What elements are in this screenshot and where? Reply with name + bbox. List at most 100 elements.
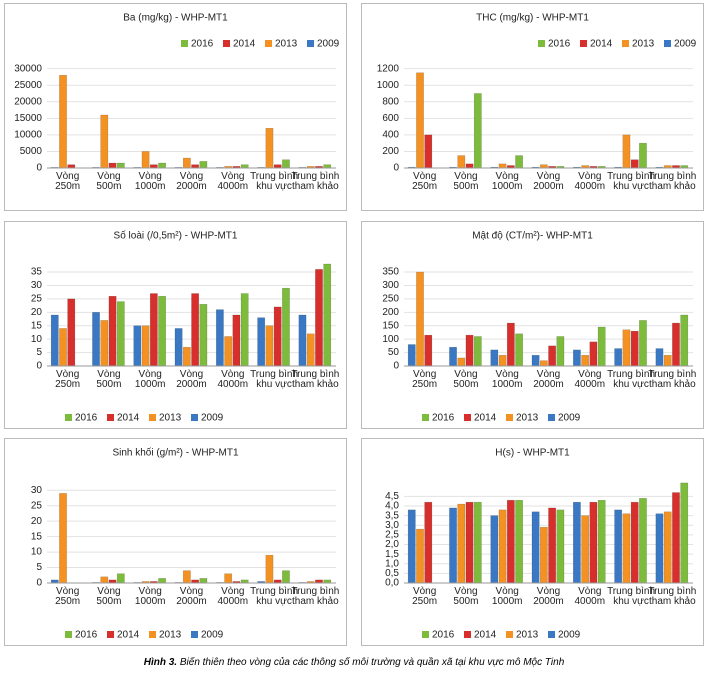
y-tick-label: 0 xyxy=(36,163,42,174)
legend-label: 2014 xyxy=(474,630,497,641)
y-tick-label: 1,0 xyxy=(385,558,399,569)
legend-swatch xyxy=(307,40,314,47)
chart-title: Ba (mg/kg) - WHP-MT1 xyxy=(123,13,228,24)
bar xyxy=(581,355,590,367)
legend-swatch xyxy=(149,414,156,421)
x-tick-label: Vòng 500m xyxy=(96,369,122,390)
legend-label: 2009 xyxy=(558,413,581,424)
y-tick-label: 600 xyxy=(382,113,399,124)
y-tick-label: 15000 xyxy=(14,113,42,124)
x-tick-label: Vòng 4000m xyxy=(574,171,606,192)
chart-title: Số loài (/0,5m²) - WHP-MT1 xyxy=(114,230,238,242)
bar xyxy=(473,336,482,367)
bar xyxy=(100,320,109,367)
legend-swatch xyxy=(191,414,198,421)
legend-swatch xyxy=(464,414,471,421)
bar xyxy=(614,348,623,367)
bar xyxy=(174,328,183,367)
bar xyxy=(663,511,672,584)
bar xyxy=(199,578,208,584)
bar xyxy=(449,507,457,584)
x-tick-label: Trung bình khu vực xyxy=(607,369,656,390)
chart-panel: H(s) - WHP-MT1 0,0 0,5 1,0 1,5 2,0 2,5 3,0 3,5 4,… xyxy=(361,438,704,646)
bar xyxy=(424,134,433,169)
bar xyxy=(630,330,639,367)
y-tick-label: 4,5 xyxy=(385,491,399,502)
bar xyxy=(597,326,606,367)
bar xyxy=(589,501,598,584)
y-tick-label: 10 xyxy=(31,547,43,558)
legend-swatch xyxy=(422,414,429,421)
bar xyxy=(465,501,474,584)
y-tick-label: 400 xyxy=(382,130,399,141)
y-tick-label: 800 xyxy=(382,96,399,107)
bar xyxy=(457,503,466,584)
y-tick-label: 250 xyxy=(382,294,399,305)
bar xyxy=(67,298,76,367)
x-tick-label: Vòng 2000m xyxy=(533,586,564,607)
bar xyxy=(457,155,466,169)
x-tick-label: Vòng 500m xyxy=(453,586,479,607)
bar xyxy=(498,509,507,584)
x-tick-label: Vòng 250m xyxy=(412,369,438,390)
bar xyxy=(680,314,689,367)
x-tick-label: Trung bình tham khảo xyxy=(291,369,340,390)
bar xyxy=(573,349,581,367)
legend-label: 2016 xyxy=(75,413,98,424)
x-tick-label: Vòng 250m xyxy=(55,586,81,607)
x-tick-label: Vòng 250m xyxy=(55,369,81,390)
y-tick-label: 300 xyxy=(382,280,399,291)
caption: Hình 3. Biến thiên theo vòng của các thô… xyxy=(0,657,708,668)
bar xyxy=(416,271,424,367)
bar xyxy=(581,515,590,584)
legend-swatch xyxy=(580,40,587,47)
chart: H(s) - WHP-MT10,00,51,01,52,02,53,03,54,… xyxy=(385,448,693,641)
x-tick-label: Vòng 1000m xyxy=(134,586,166,607)
bar xyxy=(515,333,523,367)
y-tick-label: 20000 xyxy=(14,96,42,107)
legend-swatch xyxy=(65,631,72,638)
x-tick-label: Vòng 2000m xyxy=(533,171,564,192)
y-tick-label: 2,5 xyxy=(385,530,399,541)
bar xyxy=(282,287,290,367)
legend-swatch xyxy=(191,631,198,638)
chart-panel: Số loài (/0,5m²) - WHP-MT1 0 5 10 15 20 25 30 35… xyxy=(4,221,347,429)
bar xyxy=(416,528,424,584)
bar xyxy=(639,142,647,169)
bar xyxy=(182,570,191,584)
bar xyxy=(59,328,67,367)
bar xyxy=(655,348,664,367)
bar xyxy=(672,492,680,584)
bar xyxy=(116,301,125,367)
y-tick-label: 30000 xyxy=(14,63,42,74)
bar xyxy=(573,501,581,584)
bar xyxy=(639,498,647,584)
y-tick-label: 2,0 xyxy=(385,539,399,550)
chart-title: H(s) - WHP-MT1 xyxy=(495,448,570,459)
legend-label: 2013 xyxy=(632,39,655,50)
bar xyxy=(199,161,208,169)
y-tick-label: 200 xyxy=(382,307,399,318)
x-tick-label: Vòng 250m xyxy=(412,586,438,607)
bar xyxy=(407,344,416,367)
bar xyxy=(158,162,166,169)
y-tick-label: 5000 xyxy=(20,146,43,157)
bar xyxy=(490,349,499,367)
bar xyxy=(100,576,109,584)
legend-swatch xyxy=(65,414,72,421)
legend-swatch xyxy=(181,40,188,47)
bar xyxy=(108,295,117,367)
x-tick-label: Vòng 4000m xyxy=(574,586,606,607)
bar xyxy=(100,114,109,169)
bar xyxy=(622,134,631,169)
legend-swatch xyxy=(464,631,471,638)
legend-swatch xyxy=(149,631,156,638)
bar xyxy=(323,263,332,367)
bar xyxy=(149,293,158,367)
y-tick-label: 1000 xyxy=(377,80,400,91)
y-tick-label: 150 xyxy=(382,320,399,331)
y-tick-label: 4,0 xyxy=(385,501,399,512)
x-tick-label: Vòng 250m xyxy=(55,171,81,192)
y-tick-label: 15 xyxy=(31,531,43,542)
bar xyxy=(548,345,557,367)
